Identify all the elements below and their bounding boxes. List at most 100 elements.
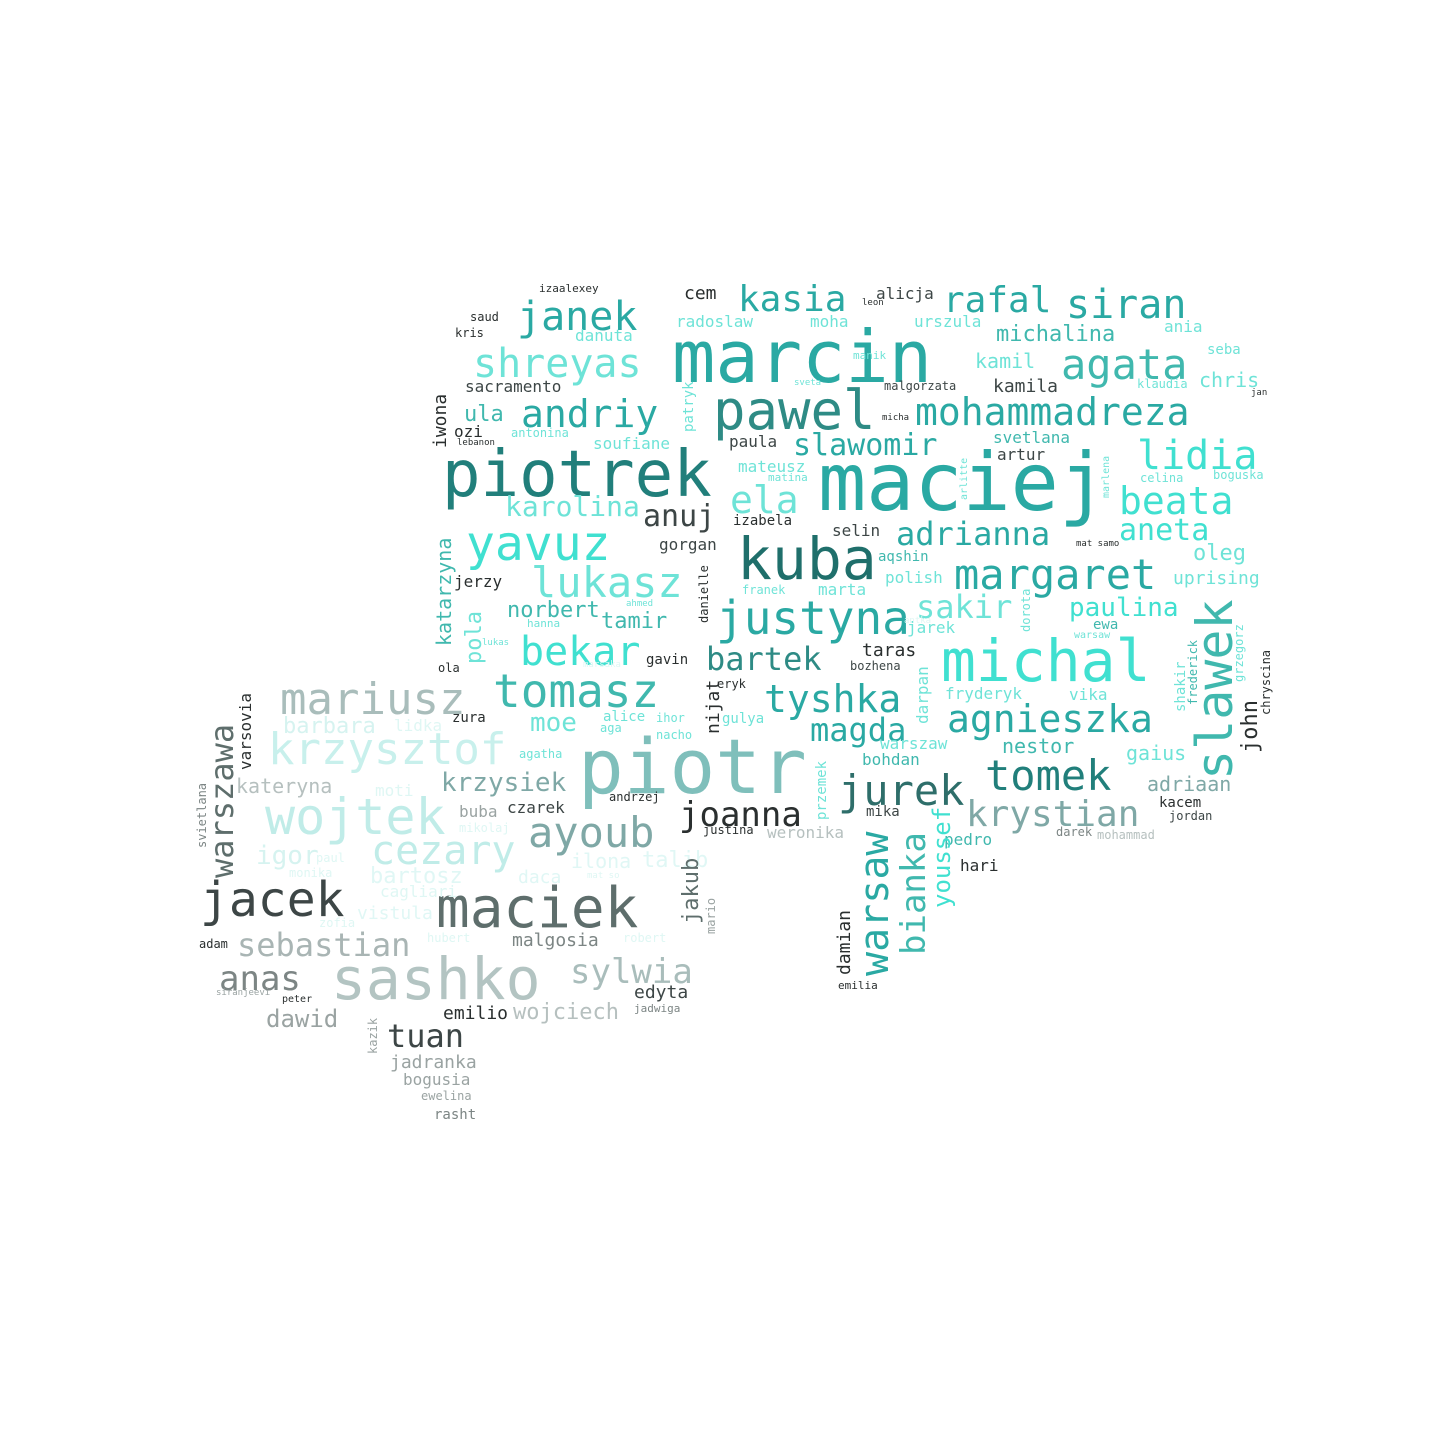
cloud-word: bartosz — [370, 864, 463, 889]
cloud-word: micha — [882, 413, 910, 423]
cloud-word: saud — [470, 310, 499, 324]
cloud-word: jan — [1251, 388, 1268, 398]
cloud-word: bekar — [520, 629, 641, 675]
cloud-word: nestor — [1002, 734, 1075, 758]
cloud-word: artur — [997, 445, 1046, 464]
cloud-word: piotrek — [442, 438, 712, 512]
cloud-word: tuan — [387, 1017, 465, 1055]
cloud-word: jacek — [200, 872, 345, 928]
cloud-word: warszawa — [203, 723, 241, 878]
cloud-word: danuta — [575, 326, 633, 345]
cloud-word: bianka — [894, 832, 934, 955]
cloud-word: ula — [464, 402, 504, 427]
cloud-word: leon — [862, 298, 884, 308]
cloud-word: cezary — [371, 828, 516, 874]
cloud-word: adrianna — [896, 515, 1051, 553]
cloud-word: urszula — [914, 312, 982, 331]
cloud-word: mario — [704, 897, 718, 934]
cloud-word: izaalexey — [539, 282, 599, 295]
cloud-word: svetlana — [993, 428, 1071, 447]
cloud-word: alicja — [876, 284, 934, 303]
cloud-word: mateusz — [738, 457, 806, 476]
cloud-word: siran — [1066, 282, 1187, 328]
cloud-word: seba — [1207, 342, 1241, 358]
cloud-word: michalina — [996, 322, 1116, 347]
cloud-word: ela — [730, 478, 799, 522]
cloud-word: robert — [623, 931, 667, 945]
cloud-word: maciej — [818, 436, 1107, 529]
cloud-word: vistula — [357, 903, 433, 924]
cloud-word: moti — [375, 781, 414, 800]
cloud-word: celina — [1140, 471, 1184, 485]
cloud-word: kuba — [737, 525, 877, 593]
cloud-word: klaudia — [1137, 377, 1188, 391]
cloud-word: ihor — [656, 711, 685, 725]
cloud-word: przemek — [814, 760, 830, 820]
cloud-word: rasht — [434, 1107, 477, 1123]
cloud-word: gavin — [646, 652, 689, 668]
cloud-word: ahmed — [626, 599, 654, 609]
cloud-word: michal — [941, 627, 1151, 695]
cloud-word: bartek — [706, 640, 822, 678]
cloud-word: frederick — [1186, 639, 1200, 705]
cloud-word: chris — [1199, 368, 1260, 392]
cloud-word: marlena — [1101, 455, 1112, 498]
cloud-word: bohdan — [862, 750, 920, 769]
cloud-word: uprising — [1173, 568, 1260, 589]
cloud-word: jarek — [907, 618, 956, 637]
cloud-word: vika — [1069, 685, 1108, 704]
cloud-word: patryk — [681, 381, 697, 432]
cloud-word: aqshin — [878, 549, 929, 565]
cloud-word: jerzy — [454, 572, 503, 591]
cloud-word: daca — [518, 867, 562, 888]
cloud-word: aneta — [1119, 513, 1210, 548]
cloud-word: cagliari — [380, 882, 458, 901]
cloud-word: pola — [462, 611, 487, 664]
cloud-word: mat samo — [1076, 539, 1120, 549]
cloud-word: youssef — [928, 806, 956, 908]
cloud-word: kamila — [993, 376, 1059, 397]
cloud-word: svietlana — [195, 782, 209, 848]
cloud-word: kasia — [738, 279, 847, 320]
cloud-word: chryscina — [1259, 649, 1273, 715]
cloud-word: monika — [289, 866, 333, 880]
cloud-word: darpan — [913, 666, 932, 724]
cloud-word: darek — [1056, 825, 1093, 839]
cloud-word: pawel — [713, 379, 876, 442]
cloud-word: andriy — [521, 392, 659, 436]
cloud-word: moha — [810, 312, 849, 331]
cloud-word: tyshka — [764, 677, 902, 721]
cloud-word: magda — [810, 711, 907, 749]
cloud-word: karolina — [505, 490, 640, 523]
cloud-word: justyna — [716, 591, 910, 645]
cloud-word: izabela — [733, 513, 793, 529]
cloud-word: eryk — [717, 677, 746, 691]
cloud-word: agnieszka — [947, 697, 1153, 741]
cloud-word: nijat — [703, 679, 724, 734]
cloud-word: ozi — [454, 422, 483, 441]
cloud-word: lidia — [1137, 433, 1258, 479]
cloud-word: kris — [455, 326, 484, 340]
cloud-word: radoslaw — [676, 312, 754, 331]
cloud-word: anas — [219, 959, 301, 999]
cloud-word: jurek — [838, 766, 965, 815]
cloud-word: krzysiek — [441, 768, 567, 798]
cloud-word: warsaw — [1074, 630, 1111, 641]
cloud-word: piotr — [578, 722, 807, 811]
cloud-word: fryderyk — [945, 684, 1023, 703]
cloud-word: rafal — [943, 280, 1052, 321]
cloud-word: jadwiga — [634, 1002, 681, 1015]
cloud-word: hanna — [527, 617, 561, 630]
cloud-word: oleg — [1193, 541, 1246, 566]
cloud-word: kamil — [975, 349, 1036, 373]
cloud-word: sveta — [794, 378, 822, 388]
cloud-word: ilona — [571, 849, 632, 873]
cloud-word: wojciech — [513, 1000, 619, 1025]
cloud-word: grzegorz — [1232, 624, 1246, 682]
cloud-word: beata — [1119, 479, 1234, 523]
cloud-word: zura — [452, 710, 486, 726]
cloud-word: zofia — [319, 916, 356, 930]
cloud-word: sakir — [916, 588, 1013, 626]
cloud-word: hubert — [427, 931, 471, 945]
cloud-word: agata — [1061, 340, 1188, 389]
